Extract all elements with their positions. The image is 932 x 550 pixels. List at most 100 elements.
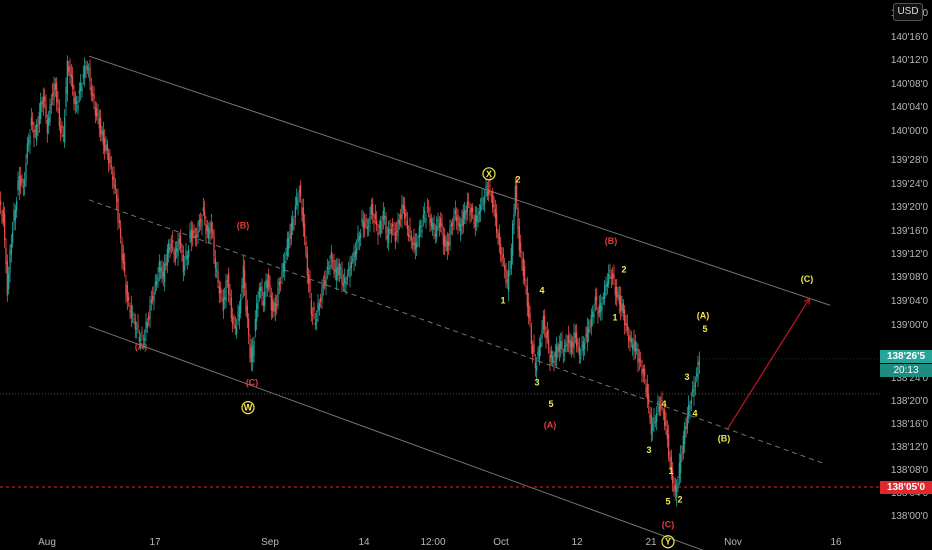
candle-body: [342, 282, 344, 287]
projection-arrow-head: [803, 297, 811, 305]
channel-lower-line[interactable]: [88, 325, 772, 550]
candle-body: [165, 262, 167, 266]
candle-body: [212, 230, 214, 234]
wave-label: 3: [646, 445, 651, 455]
candle-body: [666, 429, 668, 439]
candle-body: [100, 117, 102, 135]
price-tick-label: 139'00'0: [891, 320, 929, 331]
candle-body: [89, 67, 91, 81]
candle-body: [372, 203, 374, 216]
candle-body: [370, 204, 372, 215]
candle-body: [176, 248, 178, 252]
candle-body: [168, 243, 170, 254]
price-tick-label: 140'16'0: [891, 32, 929, 43]
candle-body: [549, 355, 551, 362]
candle-body: [332, 260, 334, 262]
wave-label: 3: [684, 372, 689, 382]
candle-body: [573, 332, 575, 349]
currency-button[interactable]: USD: [893, 3, 923, 21]
candle-body: [388, 228, 390, 243]
candle-body: [640, 360, 642, 362]
candle-body: [333, 260, 335, 275]
candle-body: [192, 231, 194, 238]
channel-upper-line[interactable]: [88, 55, 831, 306]
candle-body: [570, 340, 572, 353]
candle-body: [340, 267, 342, 270]
candle-body: [661, 399, 663, 402]
candle-body: [178, 238, 180, 244]
candle-body: [488, 189, 490, 194]
horizontal-level-tag[interactable]: 138'05'0: [880, 481, 932, 494]
candle-body: [678, 462, 680, 478]
candle-body: [413, 236, 415, 246]
candle-body: [409, 226, 411, 233]
candle-body: [144, 338, 146, 341]
price-tick-label: 138'08'0: [891, 465, 929, 476]
candle-body: [177, 242, 179, 257]
candle-body: [264, 291, 266, 307]
wave-label: 4: [661, 399, 666, 409]
candle-body: [590, 314, 592, 327]
price-tick-label: 139'16'0: [891, 226, 929, 237]
candle-body: [536, 365, 538, 372]
candle-body: [156, 281, 158, 286]
candle-body: [17, 180, 19, 190]
candle-body: [454, 209, 456, 215]
wave-circle: [241, 401, 255, 415]
candle-body: [316, 319, 318, 323]
candle-body: [682, 435, 684, 454]
candle-body: [644, 368, 646, 377]
candle-body: [49, 105, 51, 123]
candle-body: [312, 314, 314, 316]
candle-body: [186, 255, 188, 260]
candle-body: [401, 204, 403, 220]
wave-label: 5: [665, 497, 670, 507]
candle-body: [470, 207, 472, 213]
candle-body: [529, 313, 531, 322]
candle-body: [174, 249, 176, 261]
candle-body: [52, 92, 54, 96]
time-tick-label: 12: [571, 537, 583, 548]
candle-body: [593, 313, 595, 318]
candle-body: [54, 83, 56, 91]
candle-body: [672, 469, 674, 484]
candle-body: [618, 295, 620, 305]
candle-body: [642, 368, 644, 373]
candle-body: [484, 196, 486, 204]
candle-body: [637, 348, 639, 364]
candle-body: [266, 280, 268, 289]
candle-body: [336, 267, 338, 281]
candle-body: [288, 237, 290, 250]
candle-body: [248, 318, 250, 336]
price-tick-label: 138'16'0: [891, 419, 929, 430]
candle-body: [14, 209, 16, 221]
candle-body: [70, 73, 72, 78]
bar-countdown: 20:13: [880, 364, 932, 377]
candle-body: [68, 66, 70, 72]
horizontal-levels[interactable]: [0, 297, 880, 488]
candle-body: [614, 286, 616, 296]
candle-body: [102, 130, 104, 145]
projection-arrow[interactable]: [726, 297, 811, 431]
candle-body: [360, 233, 362, 239]
regression-channel[interactable]: [88, 55, 831, 550]
candle-body: [489, 185, 491, 187]
candle-body: [97, 113, 99, 116]
candle-body: [300, 184, 302, 197]
candle-body: [434, 233, 436, 237]
price-tick-label: 140'00'0: [891, 126, 929, 137]
candle-body: [634, 341, 636, 352]
time-axis[interactable]: Aug 17 Sep 14 12:00 Oct 12 21 Nov 16: [38, 537, 842, 548]
channel-middle-line[interactable]: [88, 199, 827, 465]
candle-body: [374, 214, 376, 219]
candle-body: [29, 135, 31, 146]
wave-label: 5: [548, 399, 553, 409]
candle-body: [620, 295, 622, 311]
candle-body: [122, 253, 124, 264]
candle-body: [532, 344, 534, 354]
candle-body: [226, 280, 228, 282]
candle-body: [173, 252, 175, 254]
candle-body: [4, 213, 6, 241]
candle-body: [385, 216, 387, 234]
